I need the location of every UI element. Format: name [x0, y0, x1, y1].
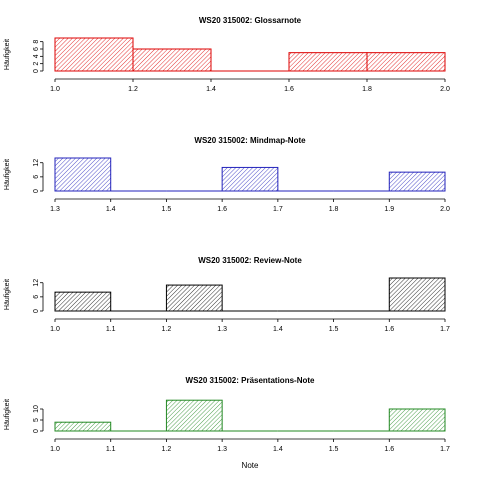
x-tick-label: 1.3: [217, 446, 227, 453]
histogram-panel-1: WS20 315002: Glossarnote Häufigkeit 0 2 4 6 8 1…: [4, 16, 450, 93]
x-tick-label: 1.3: [217, 326, 227, 333]
x-tick-label: 1.0: [50, 326, 60, 333]
x-tick-label: 1.2: [162, 326, 172, 333]
panel-title: WS20 315002: Review-Note: [198, 256, 302, 265]
x-tick-label: 1.8: [329, 206, 339, 213]
x-tick-label: 2.0: [440, 206, 450, 213]
histogram-panel-3: WS20 315002: Review-Note Häufigkeit 0 6 12 1.…: [4, 256, 450, 333]
x-tick-label: 1.6: [384, 326, 394, 333]
histogram-bar: [54, 37, 134, 72]
y-tick-label: 0: [33, 309, 40, 313]
histogram-panel-2: WS20 315002: Mindmap-Note Häufigkeit 0 6 12 1…: [4, 136, 450, 213]
histogram-bar: [366, 52, 446, 72]
histogram-bar: [54, 291, 112, 312]
x-axis: 1.0 1.2 1.4 1.6 1.8 2.0: [50, 78, 450, 93]
x-tick-label: 1.5: [162, 206, 172, 213]
y-tick-label: 6: [33, 295, 40, 299]
histogram-bar: [388, 408, 446, 432]
x-axis: 1.3 1.4 1.5 1.6 1.7 1.8 1.9 2.0: [50, 198, 450, 213]
x-tick-label: 1.7: [440, 326, 450, 333]
x-tick-label: 1.9: [384, 206, 394, 213]
y-tick-label: 5: [33, 418, 40, 422]
x-tick-label: 1.8: [362, 86, 372, 93]
x-tick-label: 1.1: [106, 326, 116, 333]
x-tick-label: 1.4: [106, 206, 116, 213]
x-tick-label: 1.1: [106, 446, 116, 453]
y-tick-label: 10: [33, 405, 40, 413]
x-tick-label: 1.4: [273, 446, 283, 453]
y-axis: 0 2 4 6 8: [33, 40, 44, 73]
x-tick-label: 2.0: [440, 86, 450, 93]
histogram-bar: [388, 171, 446, 192]
x-tick-label: 1.5: [329, 446, 339, 453]
x-tick-label: 1.4: [273, 326, 283, 333]
x-tick-label: 1.6: [384, 446, 394, 453]
histogram-bar: [54, 157, 112, 192]
y-tick-label: 0: [33, 429, 40, 433]
x-tick-label: 1.2: [128, 86, 138, 93]
x-tick-label: 1.4: [206, 86, 216, 93]
y-axis-label: Häufigkeit: [4, 279, 11, 310]
histogram-panel-4: WS20 315002: Präsentations-Note Häufigkei…: [4, 376, 450, 453]
x-tick-label: 1.6: [284, 86, 294, 93]
y-tick-label: 6: [33, 47, 40, 51]
histogram-bar: [54, 421, 112, 432]
x-tick-label: 1.3: [50, 206, 60, 213]
panel-title: WS20 315002: Präsentations-Note: [186, 376, 315, 385]
x-tick-label: 1.7: [440, 446, 450, 453]
y-axis-label: Häufigkeit: [4, 159, 11, 190]
histogram-bar: [288, 52, 368, 72]
y-tick-label: 4: [33, 54, 40, 58]
x-tick-label: 1.5: [329, 326, 339, 333]
y-axis-label: Häufigkeit: [4, 399, 11, 430]
x-axis-label: Note: [242, 461, 259, 470]
histogram-bar: [165, 399, 223, 432]
panel-title: WS20 315002: Mindmap-Note: [194, 136, 306, 145]
y-tick-label: 0: [33, 69, 40, 73]
histogram-bar: [132, 48, 212, 72]
y-tick-label: 2: [33, 62, 40, 66]
y-axis-label: Häufigkeit: [4, 39, 11, 70]
y-axis: 0 5 10: [33, 405, 44, 433]
x-tick-label: 1.7: [273, 206, 283, 213]
histogram-bar: [388, 277, 446, 312]
x-axis: 1.0 1.1 1.2 1.3 1.4 1.5 1.6 1.7: [50, 438, 450, 453]
y-tick-label: 0: [33, 189, 40, 193]
x-tick-label: 1.2: [162, 446, 172, 453]
histogram-bar: [221, 166, 279, 192]
y-tick-label: 8: [33, 40, 40, 44]
y-tick-label: 12: [33, 159, 40, 167]
y-axis: 0 6 12: [33, 279, 44, 313]
y-tick-label: 12: [33, 279, 40, 287]
y-axis: 0 6 12: [33, 159, 44, 193]
y-tick-label: 6: [33, 175, 40, 179]
x-axis: 1.0 1.1 1.2 1.3 1.4 1.5 1.6 1.7: [50, 318, 450, 333]
x-tick-label: 1.0: [50, 446, 60, 453]
x-tick-label: 1.0: [50, 86, 60, 93]
histogram-bar: [165, 284, 223, 312]
x-tick-label: 1.6: [217, 206, 227, 213]
panel-title: WS20 315002: Glossarnote: [199, 16, 302, 25]
